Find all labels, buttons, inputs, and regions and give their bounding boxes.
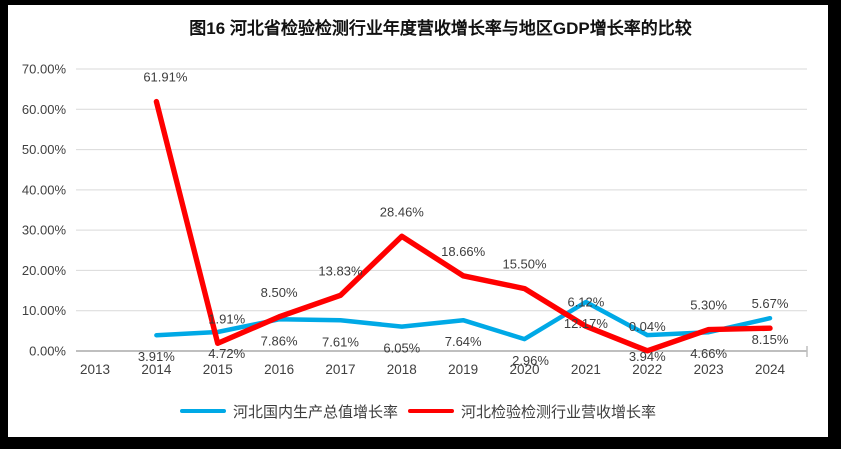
- chart-title: 图16 河北省检验检测行业年度营收增长率与地区GDP增长率的比较: [189, 19, 692, 38]
- legend-label-gdp: 河北国内生产总值增长率: [232, 403, 398, 421]
- chart-background: [8, 5, 828, 437]
- legend-item-gdp-growth: 河北国内生产总值增长率: [179, 401, 398, 422]
- legend-line-swatch-industry: [408, 409, 454, 413]
- legend-label-industry: 河北检验检测行业营收增长率: [461, 403, 657, 421]
- legend-item-industry-revenue-growth: 河北检验检测行业营收增长率: [408, 401, 656, 422]
- chart-legend: 河北国内生产总值增长率 河北检验检测行业营收增长率: [8, 399, 828, 423]
- legend-line-swatch-gdp: [179, 409, 226, 413]
